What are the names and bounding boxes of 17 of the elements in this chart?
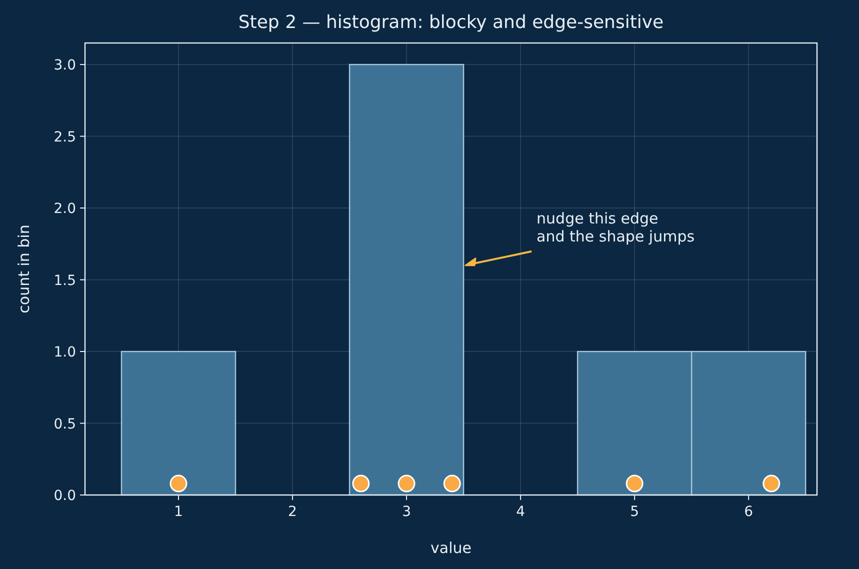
y-tick-label: 0.5 <box>54 416 76 432</box>
x-tick-label: 4 <box>516 504 526 520</box>
annotation: nudge this edge and the shape jumps <box>536 209 695 246</box>
y-tick-label: 0.0 <box>54 488 76 504</box>
x-tick-label: 3 <box>402 504 411 520</box>
x-tick-label: 6 <box>744 504 754 520</box>
x-tick-label: 1 <box>174 504 183 520</box>
y-tick-label: 2.5 <box>54 129 76 146</box>
y-tick-label: 1.5 <box>54 272 76 289</box>
chart-title: Step 2 — histogram: blocky and edge-sensitive <box>238 12 664 33</box>
y-tick-label: 1.0 <box>54 344 76 361</box>
y-tick-label: 3.0 <box>54 58 76 74</box>
y-axis-title: count in bin <box>15 224 33 314</box>
x-axis-title: value <box>430 539 472 557</box>
x-tick-label: 5 <box>630 504 640 520</box>
y-tick-label: 2.0 <box>54 201 76 218</box>
x-tick-label: 2 <box>288 504 297 520</box>
